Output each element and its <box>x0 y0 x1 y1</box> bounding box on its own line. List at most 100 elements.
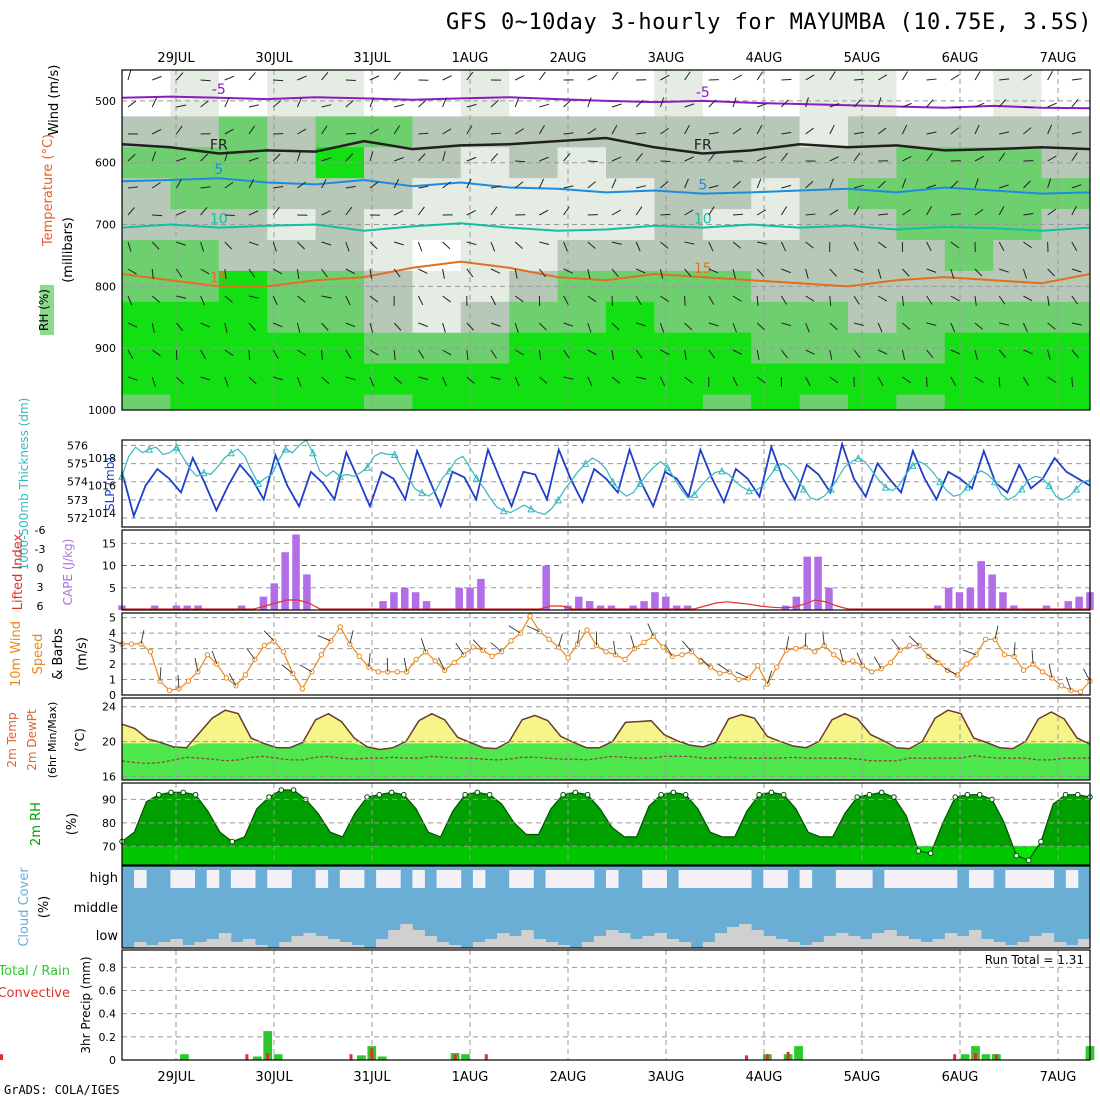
rh-cell <box>848 116 897 148</box>
rh-cell <box>1041 116 1091 148</box>
wind-barb <box>514 128 524 135</box>
thickness-marker <box>254 479 263 487</box>
wind-barb <box>127 153 136 162</box>
cape-bar <box>172 605 181 610</box>
thickness-marker <box>199 468 208 477</box>
axis-label: 2m DewPt <box>25 709 39 771</box>
temp-line <box>121 709 1091 751</box>
high-cloud-gap <box>690 870 704 888</box>
low-cloud-fill <box>860 939 873 948</box>
wind-barb-10m <box>682 640 692 652</box>
tick-label: 2 <box>109 658 116 671</box>
rh-cell <box>606 301 655 334</box>
wind-barb <box>587 181 596 189</box>
wind-barb <box>878 213 889 216</box>
wind-barb <box>272 295 278 306</box>
wind-barb <box>829 322 838 331</box>
rh-cell <box>267 116 317 148</box>
wind-barb <box>539 268 547 278</box>
low-cloud-fill <box>787 942 800 948</box>
low-cloud-fill <box>835 933 849 948</box>
wind-barb <box>999 78 1010 81</box>
thickness-marker <box>854 454 863 462</box>
wind-barb <box>442 241 451 250</box>
high-cloud-gap <box>170 870 183 888</box>
thickness-marker <box>309 448 317 457</box>
rh-cell <box>509 178 559 210</box>
high-cloud-gap <box>606 870 619 888</box>
wind-barb <box>321 178 327 189</box>
date-tick-label: 29JUL <box>157 1070 195 1085</box>
wind-speed-marker <box>413 656 419 663</box>
low-cloud-fill <box>291 936 304 948</box>
wind-barb-10m <box>368 653 371 668</box>
tick-label: 70 <box>102 840 116 853</box>
rh-cell <box>751 394 801 411</box>
wind-barb <box>708 295 715 305</box>
rh-marker <box>915 848 922 854</box>
wind-barb <box>296 97 302 108</box>
precip-conv-bar <box>0 1054 3 1060</box>
wind-barb <box>611 241 622 245</box>
wind-barb <box>224 349 234 356</box>
wind-barb <box>321 241 332 246</box>
rh-cell <box>509 240 559 272</box>
rh-cell <box>1041 147 1091 179</box>
wind-barb <box>345 376 356 381</box>
wind-speed-marker <box>166 687 173 694</box>
rh-cell <box>606 178 655 210</box>
wind-barb <box>248 157 259 162</box>
rh-cell <box>170 116 220 148</box>
rh-cell <box>751 363 801 396</box>
wind-barb <box>611 322 620 331</box>
wind-barb <box>175 268 183 278</box>
low-cloud-fill <box>170 939 183 948</box>
cape-bar <box>411 592 420 610</box>
temperature-contour <box>121 95 1091 110</box>
wind-barb <box>127 186 138 189</box>
rh-cell <box>315 240 365 272</box>
wind-barb <box>853 78 865 81</box>
wind-barb <box>224 75 235 81</box>
wind-barb <box>926 99 934 108</box>
rh-cell <box>1041 240 1091 272</box>
wind-barb <box>805 268 809 279</box>
tick-label: 0.4 <box>99 1008 117 1021</box>
wind-barb <box>829 178 834 189</box>
wind-barb <box>563 206 570 216</box>
rh-marker <box>670 789 677 796</box>
wind-barb <box>418 132 429 135</box>
wind-barb <box>151 97 157 108</box>
run-total-label: Run Total = 1.31 <box>985 953 1084 967</box>
rh-cell <box>654 301 704 334</box>
wind-barb <box>418 322 428 327</box>
date-tick-label: 7AUG <box>1040 51 1077 66</box>
rh-cell <box>509 301 559 334</box>
wind-barb <box>490 376 501 380</box>
wind-barb <box>272 241 277 252</box>
wind-barb <box>708 132 719 135</box>
wind-barb-10m <box>455 642 465 656</box>
top-date-axis: 29JUL 30JUL 31JUL 1AUG 2AUG 3AUG 4AUG 5AUG 6AUG 7… <box>157 51 1076 66</box>
wind-barb <box>926 184 937 189</box>
rh-cell <box>364 394 413 411</box>
wind-barb <box>732 74 742 81</box>
wind-barb <box>757 241 768 245</box>
rh-cell <box>122 394 171 411</box>
low-cloud-fill <box>388 930 401 948</box>
cape-bar <box>401 587 409 610</box>
tick-label: 0 <box>109 689 116 702</box>
wind-barb <box>514 268 518 279</box>
rh-marker <box>560 791 566 798</box>
wind-barb <box>853 206 860 216</box>
wind-barb <box>176 104 187 108</box>
high-cloud-gap <box>763 870 776 888</box>
low-cloud-fill <box>884 930 897 948</box>
precip-conv-bar <box>370 1048 374 1060</box>
low-cloud-fill <box>315 936 329 948</box>
rh-cell <box>606 240 655 272</box>
wind-barb <box>877 127 887 135</box>
high-cloud-gap <box>1065 870 1079 888</box>
wind-barb-10m <box>159 667 162 682</box>
cape-bar <box>640 601 648 610</box>
